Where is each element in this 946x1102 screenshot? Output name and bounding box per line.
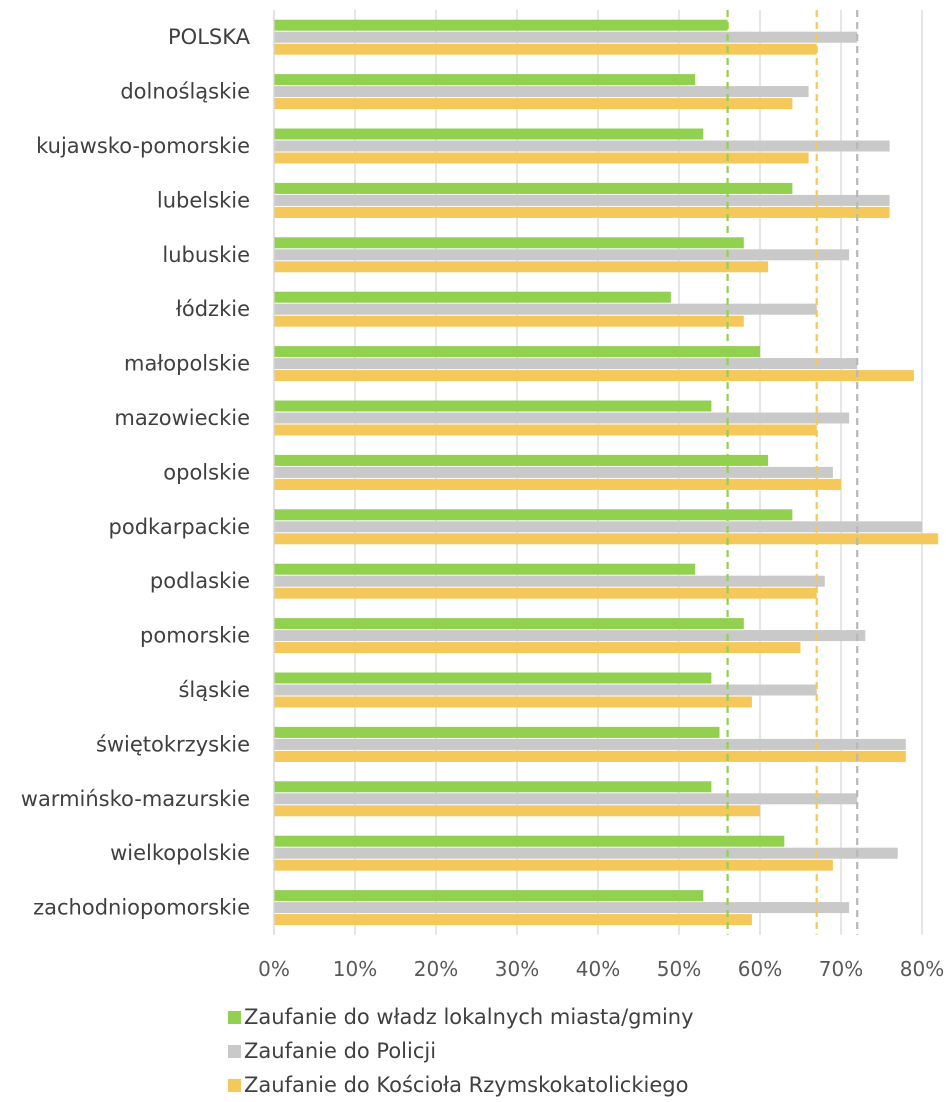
bar bbox=[274, 684, 817, 696]
category-label: POLSKA bbox=[168, 25, 251, 49]
legend-item-church: Zaufanie do Kościoła Rzymskokatolickiego bbox=[228, 1068, 694, 1102]
x-tick-label: 80% bbox=[900, 957, 944, 981]
legend-item-local-authorities: Zaufanie do władz lokalnych miasta/gminy bbox=[228, 1000, 694, 1034]
bar bbox=[274, 424, 817, 436]
bar bbox=[274, 74, 696, 86]
bar bbox=[274, 194, 890, 206]
category-label: opolskie bbox=[163, 460, 250, 484]
bar bbox=[274, 478, 841, 490]
bar bbox=[274, 31, 858, 43]
bar bbox=[274, 726, 720, 738]
bar bbox=[274, 43, 817, 55]
bar-chart: POLSKA dolnośląskie kujawsko-pomorskie lube… bbox=[21, 10, 944, 981]
bar bbox=[274, 261, 769, 273]
bar bbox=[274, 346, 760, 358]
bar bbox=[274, 563, 696, 575]
category-label: wielkopolskie bbox=[110, 841, 250, 865]
bar bbox=[274, 128, 704, 140]
x-tick-label: 30% bbox=[495, 957, 539, 981]
bar bbox=[274, 412, 850, 424]
category-label: kujawsko-pomorskie bbox=[36, 134, 250, 158]
bar bbox=[274, 140, 890, 152]
x-tick-label: 60% bbox=[738, 957, 782, 981]
bar bbox=[274, 454, 769, 466]
legend-item-police: Zaufanie do Policji bbox=[228, 1034, 694, 1068]
bar bbox=[274, 618, 744, 630]
category-label: śląskie bbox=[178, 678, 250, 702]
bar bbox=[274, 19, 728, 31]
x-tick-label: 50% bbox=[657, 957, 701, 981]
bar bbox=[274, 509, 793, 521]
bar bbox=[274, 805, 760, 817]
category-label: warmińsko-mazurskie bbox=[21, 787, 250, 811]
bar bbox=[274, 237, 744, 249]
bar bbox=[274, 859, 833, 871]
category-label: mazowieckie bbox=[114, 406, 250, 430]
x-tick-label: 70% bbox=[819, 957, 863, 981]
bar bbox=[274, 587, 817, 599]
bar bbox=[274, 642, 801, 654]
bar bbox=[274, 291, 671, 303]
legend-swatch bbox=[228, 1078, 241, 1092]
bar bbox=[274, 98, 793, 110]
category-label: lubuskie bbox=[162, 243, 250, 267]
bar bbox=[274, 466, 833, 478]
bar bbox=[274, 793, 858, 805]
bar bbox=[274, 521, 922, 533]
legend-label: Zaufanie do Kościoła Rzymskokatolickiego bbox=[244, 1073, 689, 1097]
bar bbox=[274, 86, 809, 98]
category-label: pomorskie bbox=[140, 624, 250, 648]
category-label: podlaskie bbox=[150, 569, 250, 593]
bar bbox=[274, 738, 906, 750]
legend-swatch bbox=[228, 1044, 241, 1058]
category-label: świętokrzyskie bbox=[96, 732, 250, 756]
x-tick-label: 40% bbox=[576, 957, 620, 981]
bar bbox=[274, 696, 752, 708]
legend-label: Zaufanie do Policji bbox=[244, 1039, 437, 1063]
bar bbox=[274, 152, 809, 164]
bar bbox=[274, 847, 898, 859]
bar bbox=[274, 750, 906, 762]
bar bbox=[274, 400, 712, 412]
category-label: lubelskie bbox=[157, 188, 250, 212]
category-label: dolnośląskie bbox=[120, 80, 250, 104]
category-label: łódzkie bbox=[176, 297, 250, 321]
bar bbox=[274, 206, 890, 218]
bar bbox=[274, 249, 850, 261]
x-tick-label: 20% bbox=[414, 957, 458, 981]
bar bbox=[274, 781, 712, 793]
bar bbox=[274, 835, 785, 847]
category-label: małopolskie bbox=[124, 352, 250, 376]
bar bbox=[274, 315, 744, 327]
bar bbox=[274, 630, 866, 642]
bar bbox=[274, 358, 858, 370]
bar bbox=[274, 672, 712, 684]
category-label: zachodniopomorskie bbox=[33, 896, 250, 920]
x-tick-label: 0% bbox=[258, 957, 290, 981]
category-label: podkarpackie bbox=[109, 515, 250, 539]
x-tick-label: 10% bbox=[333, 957, 377, 981]
legend: Zaufanie do władz lokalnych miasta/gminy… bbox=[228, 1000, 694, 1102]
bar bbox=[274, 890, 704, 902]
legend-label: Zaufanie do władz lokalnych miasta/gminy bbox=[244, 1005, 694, 1029]
legend-swatch bbox=[228, 1010, 241, 1024]
bar bbox=[274, 575, 825, 587]
bar bbox=[274, 370, 914, 382]
bar bbox=[274, 914, 752, 926]
bar bbox=[274, 533, 939, 545]
bar bbox=[274, 303, 817, 315]
bar bbox=[274, 182, 793, 194]
bar bbox=[274, 902, 850, 914]
